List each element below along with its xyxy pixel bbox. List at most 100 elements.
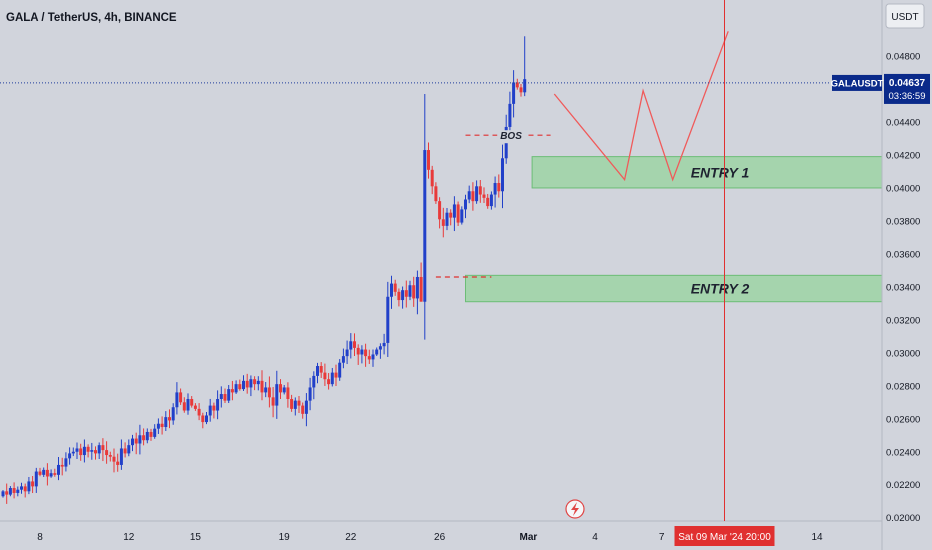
- candle-down: [12, 482, 16, 499]
- candle-down: [5, 483, 9, 504]
- candle-up: [423, 93, 427, 340]
- time-tick-label: 22: [345, 532, 357, 543]
- price-tick-label: 0.03000: [886, 348, 920, 359]
- symbol-label: GALAUSDT: [831, 78, 884, 89]
- candle-up: [153, 424, 157, 439]
- candle-up: [390, 275, 393, 309]
- candle-up: [256, 376, 260, 391]
- currency-button[interactable]: USDT: [885, 3, 925, 29]
- time-tick-label: 26: [434, 532, 446, 543]
- candle-up: [493, 176, 497, 208]
- candle-up: [408, 280, 412, 301]
- time-tick-label: 7: [659, 532, 665, 543]
- candle-up: [75, 442, 79, 459]
- candle-down: [482, 187, 486, 203]
- candle-up: [227, 385, 231, 404]
- candle-up: [375, 347, 379, 357]
- candle-down: [353, 333, 356, 356]
- candle-up: [34, 467, 38, 493]
- candle-up: [282, 384, 286, 395]
- price-tick-label: 0.02000: [886, 513, 920, 524]
- currency-button-label[interactable]: USDT: [891, 12, 918, 23]
- candle-down: [260, 370, 264, 401]
- candle-down: [123, 442, 127, 458]
- symbol-price-badge: GALAUSDT 0.04637 03:36:59: [831, 73, 930, 104]
- candle-up: [349, 333, 353, 359]
- candle-up: [338, 359, 342, 381]
- candle-down: [430, 165, 434, 195]
- candle-up: [345, 340, 349, 365]
- candle-up: [312, 371, 316, 400]
- candle-up: [71, 447, 75, 457]
- candle-up: [249, 375, 253, 397]
- candle-up: [234, 380, 238, 394]
- candle-up: [464, 194, 467, 219]
- price-tick-label: 0.02400: [886, 447, 920, 458]
- candle-up: [371, 349, 375, 367]
- bos-label: BOS: [500, 131, 522, 142]
- candle-up: [386, 281, 390, 357]
- candle-down: [419, 262, 423, 302]
- candle-down: [519, 84, 523, 97]
- candle-up: [219, 386, 223, 408]
- candle-up: [57, 456, 60, 481]
- entry-zone-label: ENTRY 1: [691, 164, 750, 180]
- bar-countdown-label: 03:36:59: [889, 91, 926, 102]
- candle-down: [142, 428, 146, 446]
- candle-up: [445, 208, 449, 231]
- candle-up: [42, 467, 46, 478]
- candle-down: [60, 457, 64, 476]
- candle-up: [452, 196, 456, 232]
- current-price-label: 0.04637: [889, 78, 926, 89]
- projection-path[interactable]: [553, 31, 729, 182]
- candle-down: [393, 279, 397, 296]
- candle-down: [327, 373, 331, 390]
- chart-title: GALA / TetherUS, 4h, BINANCE: [6, 12, 177, 24]
- candle-down: [267, 376, 271, 408]
- candle-down: [412, 276, 416, 307]
- candle-up: [20, 482, 23, 494]
- candle-up: [27, 476, 31, 495]
- candle-up: [186, 393, 190, 415]
- candle-down: [515, 78, 519, 90]
- candle-down: [168, 409, 171, 429]
- candle-up: [138, 424, 142, 455]
- candle-down: [253, 376, 257, 391]
- time-tick-label: 19: [279, 532, 291, 543]
- candle-up: [16, 486, 20, 497]
- candle-down: [79, 443, 83, 461]
- candle-down: [356, 344, 360, 365]
- entry-zone-label: ENTRY 2: [691, 281, 750, 297]
- candle-down: [212, 402, 216, 419]
- candle-up: [216, 390, 220, 420]
- candle-up: [164, 411, 168, 431]
- price-tick-label: 0.04800: [886, 52, 920, 63]
- candle-up: [119, 439, 123, 470]
- entry-zone[interactable]: [465, 274, 883, 303]
- candle-down: [441, 207, 445, 238]
- entry-zone[interactable]: [531, 156, 883, 189]
- candle-down: [160, 416, 164, 435]
- candle-up: [401, 286, 405, 309]
- candle-up: [316, 362, 319, 384]
- time-tick-label: Mar: [520, 532, 538, 543]
- candle-up: [382, 333, 386, 355]
- candle-up: [171, 403, 175, 425]
- candle-up: [489, 191, 493, 210]
- time-tick-label: 14: [811, 532, 823, 543]
- candle-up: [82, 439, 86, 463]
- candle-down: [201, 412, 205, 429]
- price-tick-label: 0.02600: [886, 414, 920, 425]
- candle-down: [134, 432, 138, 455]
- candle-down: [105, 441, 109, 464]
- price-tick-label: 0.03800: [886, 216, 920, 227]
- candle-down: [478, 179, 482, 203]
- price-tick-label: 0.03200: [886, 315, 920, 326]
- candle-down: [297, 396, 301, 413]
- candle-down: [238, 379, 242, 391]
- lightning-icon[interactable]: [565, 499, 585, 519]
- price-tick-label: 0.02200: [886, 480, 920, 491]
- candle-down: [230, 380, 234, 401]
- currency-button-bg[interactable]: [885, 3, 925, 29]
